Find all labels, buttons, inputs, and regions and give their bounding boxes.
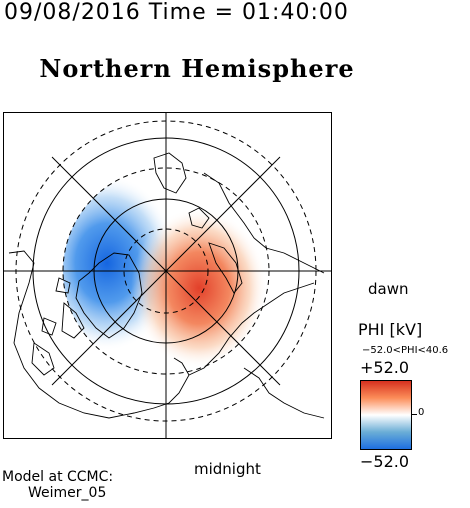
east-asia-coast — [243, 367, 325, 419]
svalbard-coast — [188, 207, 210, 229]
timestamp: 09/08/2016 Time = 01:40:00 — [4, 0, 349, 25]
north-america-coast — [8, 250, 155, 419]
positive-potential-cell — [131, 208, 267, 368]
europe-coast — [203, 172, 325, 274]
archipelago-coast — [41, 277, 85, 339]
colorbar-gradient — [360, 380, 412, 450]
coastlines — [8, 152, 325, 419]
dawn-label: dawn — [368, 280, 409, 298]
model-label: Model at CCMC: — [2, 469, 114, 485]
model-name: Weimer_05 — [28, 485, 107, 501]
colorbar-range: −52.0<PHI<40.6 — [362, 345, 449, 356]
colorbar-max-label: +52.0 — [360, 358, 410, 377]
polar-map — [3, 112, 332, 439]
greenland-coast — [75, 252, 143, 339]
colorbar-zero-label: 0 — [418, 407, 425, 418]
colorbar-zero-tick — [412, 414, 417, 415]
alaska-coast — [153, 357, 190, 409]
midnight-label: midnight — [194, 460, 261, 478]
scandinavia-coast — [153, 152, 187, 194]
polar-map-canvas — [4, 113, 331, 438]
colorbar-min-label: −52.0 — [360, 452, 410, 471]
plot-title: Northern Hemisphere — [39, 54, 355, 83]
meridian-diagonal-2 — [51, 156, 281, 386]
hudson-bay-coast — [31, 342, 55, 376]
siberia-coast — [188, 282, 315, 376]
colorbar-title: PHI [kV] — [358, 320, 423, 339]
novaya-zemlya-coast — [208, 242, 243, 294]
